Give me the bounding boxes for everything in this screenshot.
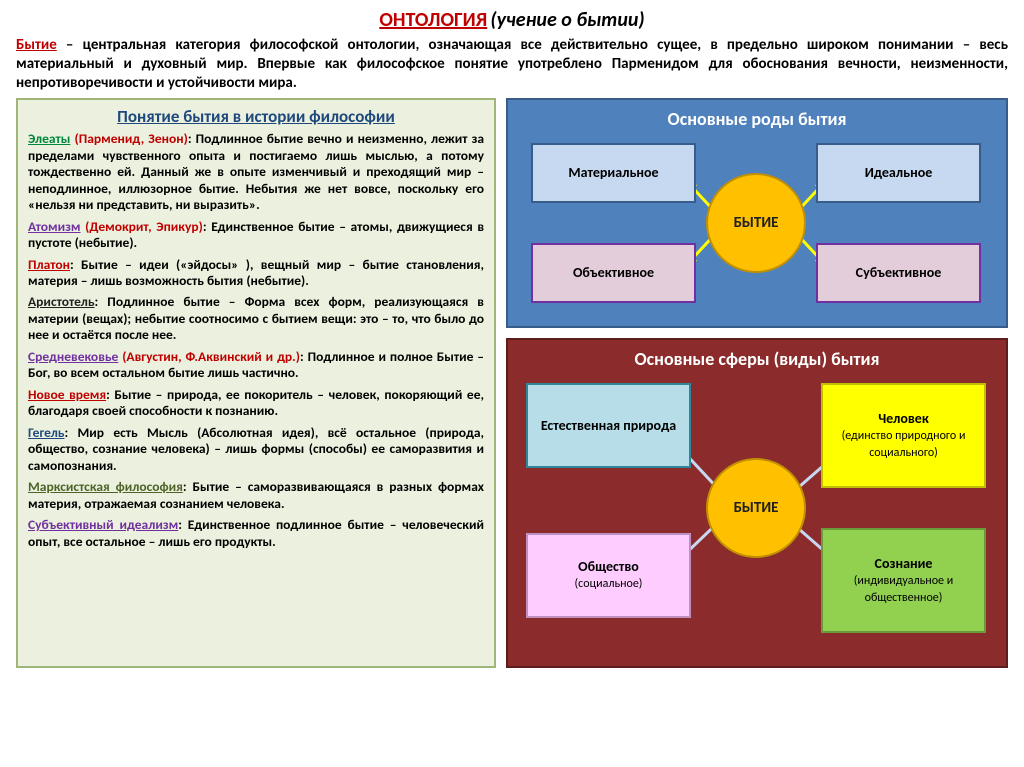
box-sublabel: (индивидуальное и общественное): [854, 574, 953, 605]
history-title: Понятие бытия в истории философии: [28, 106, 484, 127]
center-circle: БЫТИЕ: [706, 173, 806, 273]
box-label: Общество: [578, 558, 639, 575]
history-text: : Подлинное бытие – Форма всех форм, реа…: [28, 293, 484, 343]
concept-box-tl: Естественная природа: [526, 383, 691, 468]
page: ОНТОЛОГИЯ (учение о бытии) Бытие – центр…: [0, 0, 1024, 767]
history-item: Гегель: Мир есть Мысль (Абсолютная идея)…: [28, 425, 484, 474]
center-circle: БЫТИЕ: [706, 458, 806, 558]
concept-box-bl: Объективное: [531, 243, 696, 303]
panel-spheres: Основные сферы (виды) бытия Естественная…: [506, 338, 1008, 668]
history-text: : Мир есть Мысль (Абсолютная идея), всё …: [28, 424, 484, 474]
school-name: Платон: [28, 256, 70, 273]
box-sublabel: (единство природного и социального): [842, 429, 966, 460]
intro-paragraph: Бытие – центральная категория философско…: [16, 36, 1008, 92]
concept-box-br: Субъективное: [816, 243, 981, 303]
box-label: Человек: [878, 410, 929, 427]
history-item: Элеаты (Парменид, Зенон): Подлинное быти…: [28, 131, 484, 213]
concept-box-tl: Материальное: [531, 143, 696, 203]
history-panel: Понятие бытия в истории философии Элеаты…: [16, 98, 496, 668]
panel-kinds: Основные роды бытия Материальное Идеально…: [506, 98, 1008, 328]
school-name: Средневековье: [28, 348, 118, 365]
history-item: Платон: Бытие – идеи («эйдосы» ), вещный…: [28, 257, 484, 290]
intro-keyword: Бытие: [16, 36, 57, 54]
history-item: Аристотель: Подлинное бытие – Форма всех…: [28, 294, 484, 343]
school-name: Новое время: [28, 386, 106, 403]
concept-box-tr: Идеальное: [816, 143, 981, 203]
history-item: Новое время: Бытие – природа, ее покорит…: [28, 387, 484, 420]
box-sublabel: (социальное): [575, 577, 643, 591]
philosopher-names: (Демокрит, Эпикур): [81, 218, 203, 235]
school-name: Элеаты: [28, 130, 70, 147]
concept-box-br: Сознание (индивидуальное и общественное): [821, 528, 986, 633]
panel-kinds-title: Основные роды бытия: [516, 108, 998, 130]
page-header: ОНТОЛОГИЯ (учение о бытии): [16, 8, 1008, 32]
history-item: Марксистская философия: Бытие – саморазв…: [28, 479, 484, 512]
diagram-spheres: Естественная природа Человек (единство при…: [516, 378, 998, 648]
history-item: Средневековье (Августин, Ф.Аквинский и д…: [28, 349, 484, 382]
box-label: Сознание: [875, 555, 933, 572]
columns: Понятие бытия в истории философии Элеаты…: [16, 98, 1008, 668]
subtitle: (учение о бытии): [490, 8, 644, 32]
school-name: Субъективный идеализм: [28, 516, 178, 533]
school-name: Марксистская философия: [28, 478, 183, 495]
history-list: Элеаты (Парменид, Зенон) : Подлинное быти…: [28, 131, 484, 550]
history-item: Атомизм (Демокрит, Эпикур): Единственное…: [28, 219, 484, 252]
history-item: Субъективный идеализм: Единственное подл…: [28, 517, 484, 550]
school-name: Атомизм: [28, 218, 81, 235]
concept-box-tr: Человек (единство природного и социальног…: [821, 383, 986, 488]
right-column: Основные роды бытия Материальное Идеально…: [506, 98, 1008, 668]
history-text: : Бытие – идеи («эйдосы» ), вещный мир –…: [28, 256, 484, 289]
main-title: ОНТОЛОГИЯ: [379, 8, 487, 32]
school-name: Аристотель: [28, 293, 95, 310]
concept-box-bl: Общество (социальное): [526, 533, 691, 618]
diagram-kinds: Материальное Идеальное Объективное Субъекти…: [516, 138, 998, 318]
philosopher-names: (Августин, Ф.Аквинский и др.): [118, 348, 300, 365]
philosopher-names: (Парменид, Зенон): [70, 130, 187, 147]
school-name: Гегель: [28, 424, 64, 441]
panel-spheres-title: Основные сферы (виды) бытия: [516, 348, 998, 370]
intro-text: – центральная категория философской онто…: [16, 36, 1008, 92]
